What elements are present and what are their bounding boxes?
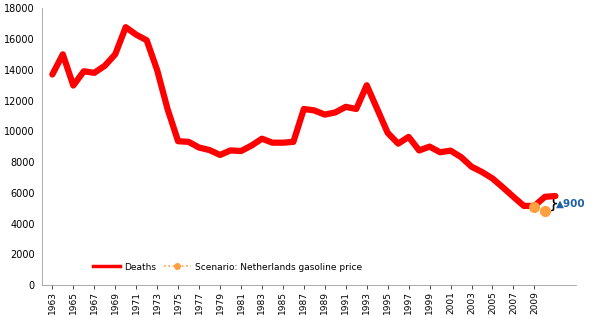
Text: }: } — [548, 195, 559, 213]
Legend: Deaths, Scenario: Netherlands gasoline price: Deaths, Scenario: Netherlands gasoline p… — [89, 259, 366, 275]
Text: ▲900: ▲900 — [556, 199, 586, 209]
